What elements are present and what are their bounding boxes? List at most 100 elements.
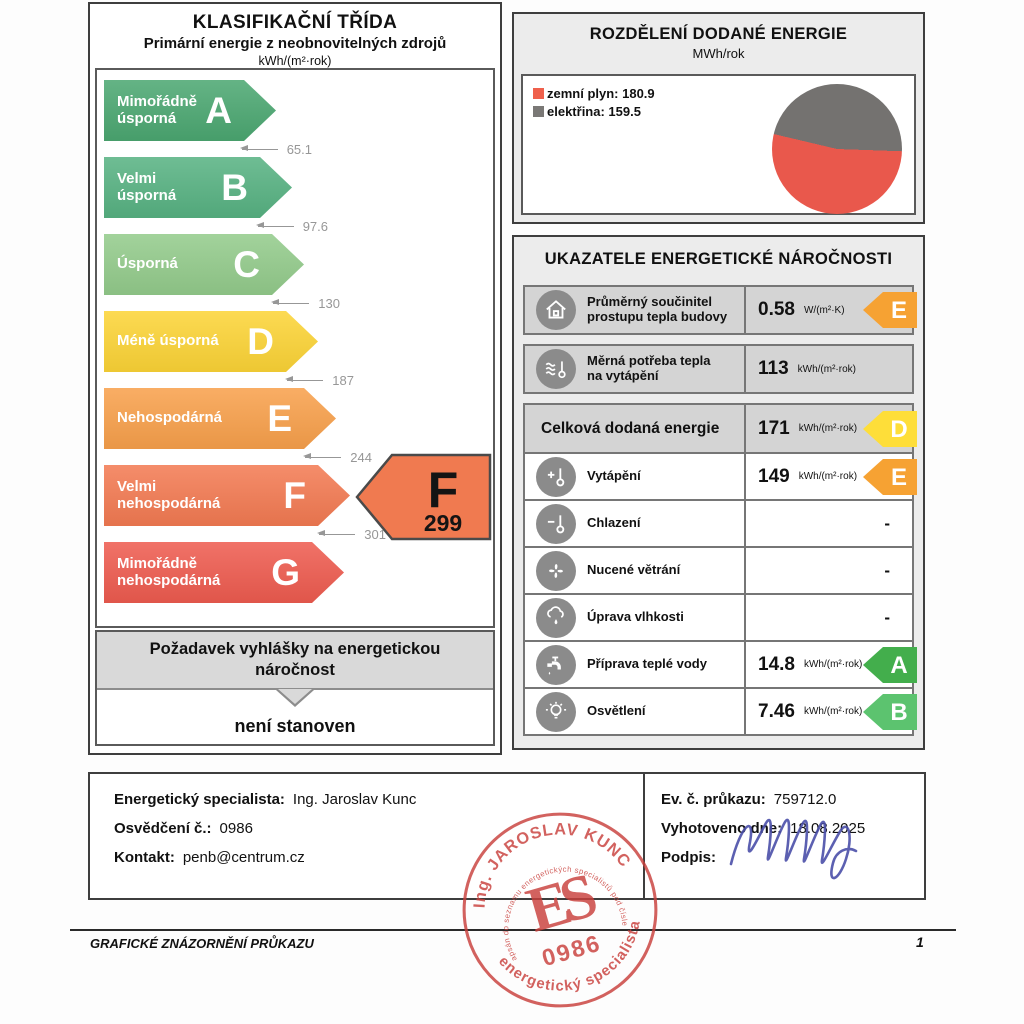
- indicator-value: 7.46: [758, 700, 795, 722]
- rating-letter: F: [428, 462, 459, 518]
- classification-header: KLASIFIKAČNÍ TŘÍDA Primární energie z ne…: [90, 4, 500, 69]
- panel-title: KLASIFIKAČNÍ TŘÍDA: [192, 12, 398, 33]
- left-arrow-icon: [239, 145, 278, 151]
- pie-chart: [772, 84, 902, 214]
- info-label: Energetický specialista:: [114, 791, 285, 808]
- indicator-row-total-energy: Celková dodaná energie 171 kWh/(m²·rok) …: [525, 405, 917, 452]
- indicator-unit: kWh/(m²·rok): [798, 423, 858, 434]
- class-row-g: Mimořádně nehospodárná G: [104, 542, 344, 603]
- specialist-info-box: Energetický specialista: Ing. Jaroslav Ku…: [88, 772, 926, 900]
- class-badge-E: E: [863, 292, 917, 328]
- threshold-value: 130: [318, 295, 340, 311]
- indicator-row-ventilation: Nucené větrání -: [525, 546, 912, 593]
- class-badge-A: A: [863, 646, 917, 683]
- indicator-unit: kWh/(m²·rok): [803, 706, 863, 717]
- legend-swatch-gas: [533, 88, 544, 99]
- class-label: Méně úsporná: [117, 332, 219, 350]
- indicator-row-heat-demand: Měrná potřeba tepla na vytápění 113 kWh/…: [523, 344, 914, 394]
- certificate-column: Ev. č. průkazu: 759712.0 Vyhotoveno dne: 1…: [645, 774, 924, 898]
- indicator-label: Osvětlení: [587, 703, 646, 719]
- class-letter: B: [221, 167, 248, 208]
- panel-title: UKAZATELE ENERGETICKÉ NÁROČNOSTI: [544, 250, 893, 268]
- house-icon: [536, 290, 576, 330]
- bulb-icon: [536, 691, 576, 732]
- left-arrow-icon: [303, 453, 342, 459]
- thermometer-minus-icon: [536, 503, 576, 544]
- class-badge-D: D: [863, 410, 917, 447]
- class-row-e: Nehospodárná E: [104, 388, 336, 449]
- threshold-value: 301: [364, 526, 386, 542]
- threshold-value: 97.6: [302, 218, 328, 234]
- class-badge-E: E: [863, 458, 917, 495]
- threshold-value: 65.1: [286, 141, 312, 157]
- fan-icon: [536, 550, 576, 591]
- indicator-value: 171: [758, 417, 790, 439]
- indicator-value: -: [884, 560, 890, 580]
- svg-text:D: D: [890, 416, 907, 443]
- class-row-c: Úsporná C: [104, 234, 304, 295]
- requirement-box: Požadavek vyhlášky na energetickou nároč…: [95, 630, 495, 746]
- info-value: Ing. Jaroslav Kunc: [292, 791, 417, 808]
- indicator-row-humidity: Úprava vlhkosti -: [525, 593, 912, 640]
- class-label: Velmi úsporná: [117, 169, 177, 204]
- footer-title: GRAFICKÉ ZNÁZORNĚNÍ PRŮKAZU: [90, 936, 314, 951]
- indicator-unit: kWh/(m²·rok): [797, 363, 856, 375]
- class-row-f: Velmi nehospodárná F: [104, 465, 350, 526]
- indicator-label: Celková dodaná energie: [541, 419, 720, 437]
- info-line: Podpis:: [661, 849, 924, 866]
- indicator-unit: kWh/(m²·rok): [803, 659, 863, 670]
- class-threshold: 65.1: [104, 141, 312, 157]
- class-letter: E: [267, 398, 292, 439]
- info-line: Ev. č. průkazu: 759712.0: [661, 791, 924, 808]
- indicator-label: Nucené větrání: [587, 562, 681, 578]
- panel-unit: MWh/rok: [692, 46, 745, 62]
- class-threshold: 130: [104, 295, 340, 311]
- indicator-row-cooling: Chlazení -: [525, 499, 912, 546]
- info-value: 18.08.2025: [790, 820, 866, 837]
- info-label: Osvědčení č.:: [114, 820, 212, 837]
- left-arrow-icon: [285, 376, 324, 382]
- info-value: penb@centrum.cz: [182, 849, 305, 866]
- energy-split-header: ROZDĚLENÍ DODANÉ ENERGIE MWh/rok: [514, 14, 923, 63]
- info-label: Ev. č. průkazu:: [661, 791, 766, 808]
- pie-chart-area: zemní plyn: 180.9 elektřina: 159.5: [521, 74, 916, 215]
- class-label: Nehospodárná: [117, 409, 223, 427]
- class-letter: F: [283, 475, 306, 516]
- indicator-label: Chlazení: [587, 515, 641, 531]
- class-label: Úsporná: [117, 255, 178, 273]
- panel-subtitle: Primární energie z neobnovitelných zdroj…: [143, 34, 447, 52]
- indicator-unit: kWh/(m²·rok): [798, 471, 858, 482]
- rating-marker: F 299: [355, 453, 492, 541]
- left-arrow-icon: [317, 530, 356, 536]
- humidity-icon: [536, 597, 576, 638]
- indicator-label: Příprava teplé vody: [587, 656, 707, 672]
- left-arrow-icon: [255, 222, 294, 228]
- legend-label: zemní plyn: 180.9: [547, 86, 655, 101]
- info-value: 0986: [219, 820, 253, 837]
- legend-label: elektřina: 159.5: [547, 104, 641, 119]
- indicators-panel: UKAZATELE ENERGETICKÉ NÁROČNOSTI Průměrn…: [512, 235, 925, 750]
- class-row-a: Mimořádně úsporná A: [104, 80, 276, 141]
- info-label: Podpis:: [661, 849, 716, 866]
- info-line: Kontakt: penb@centrum.cz: [114, 849, 643, 866]
- indicator-row-lighting: Osvětlení 7.46 kWh/(m²·rok) B: [525, 687, 917, 734]
- class-label: Mimořádně úsporná: [117, 92, 198, 127]
- class-letter: A: [205, 90, 232, 131]
- class-label: Mimořádně nehospodárná: [117, 554, 221, 589]
- class-threshold: 244: [104, 449, 372, 465]
- info-label: Kontakt:: [114, 849, 175, 866]
- indicator-row-heat-transfer: Průměrný součinitel prostupu tepla budov…: [523, 285, 917, 335]
- footer-rule: [70, 929, 956, 931]
- indicator-row-heating: Vytápění 149 kWh/(m²·rok) E: [525, 452, 917, 499]
- pie-legend: zemní plyn: 180.9 elektřina: 159.5: [533, 86, 655, 122]
- indicator-row-hot-water: Příprava teplé vody 14.8 kWh/(m²·rok) A: [525, 640, 917, 687]
- specialist-column: Energetický specialista: Ing. Jaroslav Ku…: [90, 774, 645, 898]
- stamp-ring: [462, 812, 658, 1008]
- panel-title: ROZDĚLENÍ DODANÉ ENERGIE: [589, 25, 848, 43]
- indicator-value: 113: [758, 358, 789, 379]
- svg-text:E: E: [891, 464, 907, 491]
- indicator-label: Průměrný součinitel prostupu tepla budov…: [587, 294, 728, 324]
- indicator-label: Vytápění: [587, 468, 641, 484]
- indicator-value: 14.8: [758, 653, 795, 675]
- threshold-value: 244: [350, 449, 372, 465]
